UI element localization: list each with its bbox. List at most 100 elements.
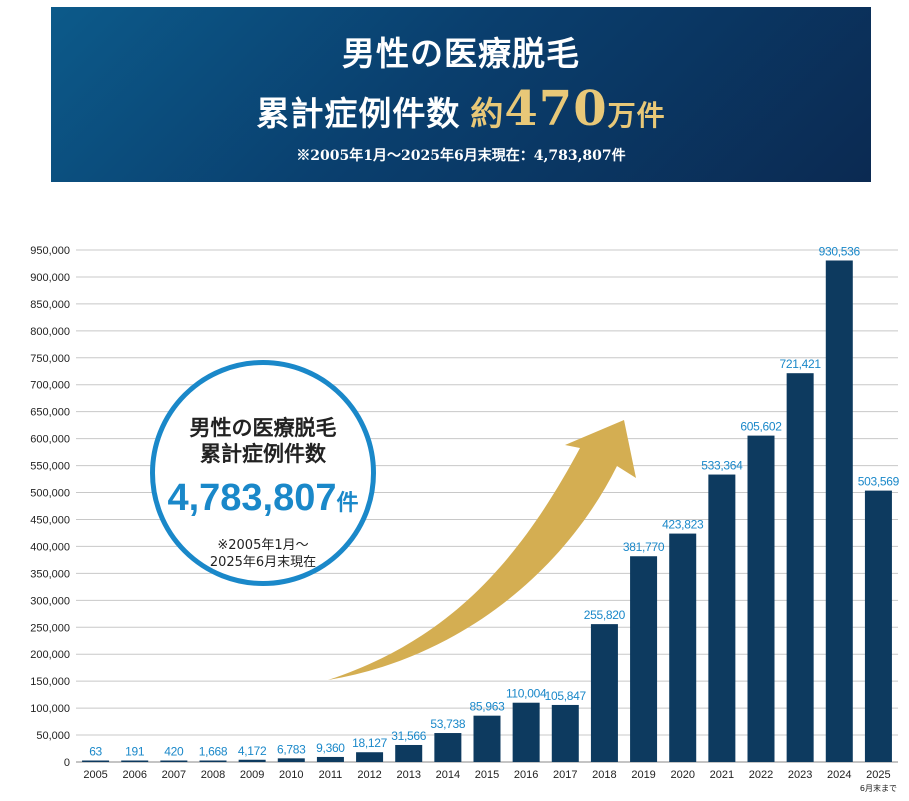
x-tick-label: 2016 bbox=[514, 769, 538, 781]
bar bbox=[82, 760, 110, 762]
circle-total: 4,783,807件 bbox=[155, 477, 371, 520]
bar bbox=[356, 752, 384, 762]
banner-unit: 万件 bbox=[607, 99, 666, 132]
x-tick-label: 2012 bbox=[357, 769, 381, 781]
x-tick-label: 2017 bbox=[553, 769, 577, 781]
x-tick-label: 2008 bbox=[201, 769, 225, 781]
data-label: 6,783 bbox=[277, 742, 306, 756]
y-tick-label: 800,000 bbox=[30, 326, 70, 338]
data-label: 381,770 bbox=[623, 540, 665, 554]
y-tick-label: 500,000 bbox=[30, 488, 70, 500]
bar bbox=[708, 474, 736, 762]
bar bbox=[121, 760, 149, 762]
bar bbox=[434, 733, 462, 762]
x-tick-label: 2009 bbox=[240, 769, 264, 781]
bar bbox=[512, 702, 540, 762]
circle-title: 男性の医療脱毛 累計症例件数 bbox=[155, 415, 371, 467]
bar bbox=[316, 756, 344, 762]
x-tick-label: 2006 bbox=[122, 769, 146, 781]
bar bbox=[864, 490, 892, 762]
y-tick-label: 750,000 bbox=[30, 353, 70, 365]
y-tick-label: 250,000 bbox=[30, 622, 70, 634]
x-tick-label: 2013 bbox=[396, 769, 420, 781]
x-tick-label: 2022 bbox=[749, 769, 773, 781]
y-tick-label: 950,000 bbox=[30, 245, 70, 257]
x-tick-label: 2005 bbox=[83, 769, 107, 781]
bar bbox=[747, 435, 775, 762]
data-label: 18,127 bbox=[352, 736, 388, 750]
x-tick-label: 2011 bbox=[319, 769, 343, 781]
data-label: 605,602 bbox=[740, 420, 782, 434]
data-label: 930,536 bbox=[819, 244, 861, 258]
x-tick-label: 2024 bbox=[827, 769, 851, 781]
bar bbox=[473, 715, 501, 762]
data-label: 255,820 bbox=[584, 608, 626, 622]
y-tick-label: 150,000 bbox=[30, 676, 70, 688]
x-tick-label: 2010 bbox=[279, 769, 303, 781]
bar bbox=[277, 758, 305, 762]
y-tick-label: 0 bbox=[64, 757, 70, 769]
total-circle: 男性の医療脱毛 累計症例件数 4,783,807件 ※2005年1月～ 2025… bbox=[150, 360, 376, 586]
y-tick-label: 200,000 bbox=[30, 649, 70, 661]
data-label: 63 bbox=[89, 745, 102, 759]
banner-note: ※2005年1月～2025年6月末現在：4,783,807件 bbox=[296, 148, 626, 164]
y-tick-label: 700,000 bbox=[30, 380, 70, 392]
circle-note-line2: 2025年6月末現在 bbox=[209, 555, 317, 570]
bar bbox=[630, 556, 658, 762]
bar bbox=[590, 624, 618, 762]
x-tick-label: 2014 bbox=[436, 769, 460, 781]
circle-note: ※2005年1月～ 2025年6月末現在 bbox=[155, 537, 371, 571]
y-tick-label: 300,000 bbox=[30, 595, 70, 607]
y-tick-label: 100,000 bbox=[30, 703, 70, 715]
y-tick-label: 600,000 bbox=[30, 434, 70, 446]
bar bbox=[669, 533, 697, 762]
data-label: 4,172 bbox=[238, 744, 267, 758]
y-tick-label: 350,000 bbox=[30, 568, 70, 580]
data-label: 85,963 bbox=[470, 700, 506, 714]
y-tick-label: 650,000 bbox=[30, 407, 70, 419]
x-tick-label: 2021 bbox=[710, 769, 734, 781]
data-label: 53,738 bbox=[430, 717, 466, 731]
x-tick-label: 2020 bbox=[670, 769, 694, 781]
x-tick-note: 6月末まで bbox=[860, 783, 897, 793]
data-label: 31,566 bbox=[391, 729, 427, 743]
y-tick-label: 400,000 bbox=[30, 541, 70, 553]
x-tick-label: 2025 bbox=[866, 769, 890, 781]
bar bbox=[199, 760, 227, 762]
banner-title-line2: 累計症例件数 約470万件 bbox=[51, 81, 871, 137]
bar bbox=[160, 760, 188, 762]
bar bbox=[551, 704, 579, 762]
x-tick-label: 2019 bbox=[631, 769, 655, 781]
circle-title-line2: 累計症例件数 bbox=[200, 442, 326, 466]
title-banner: 男性の医療脱毛 累計症例件数 約470万件 ※2005年1月～2025年6月末現在… bbox=[51, 7, 871, 182]
x-tick-label: 2015 bbox=[475, 769, 499, 781]
data-label: 1,668 bbox=[199, 745, 228, 759]
x-tick-label: 2018 bbox=[592, 769, 616, 781]
data-label: 191 bbox=[125, 745, 145, 759]
y-tick-label: 50,000 bbox=[36, 730, 70, 742]
data-label: 503,569 bbox=[858, 475, 900, 489]
banner-title-line1: 男性の医療脱毛 bbox=[342, 34, 580, 73]
data-label: 533,364 bbox=[701, 459, 743, 473]
y-tick-label: 550,000 bbox=[30, 461, 70, 473]
y-tick-label: 850,000 bbox=[30, 299, 70, 311]
bar bbox=[825, 260, 853, 762]
data-label: 9,360 bbox=[316, 741, 345, 755]
data-label: 423,823 bbox=[662, 518, 704, 532]
y-tick-label: 900,000 bbox=[30, 272, 70, 284]
bar bbox=[395, 744, 423, 762]
circle-total-unit: 件 bbox=[336, 490, 359, 515]
bar bbox=[238, 759, 266, 762]
circle-title-line1: 男性の医療脱毛 bbox=[189, 416, 337, 440]
circle-note-line1: ※2005年1月～ bbox=[217, 538, 309, 553]
data-label: 721,421 bbox=[780, 357, 822, 371]
data-label: 105,847 bbox=[545, 689, 587, 703]
data-label: 110,004 bbox=[506, 687, 547, 701]
bar bbox=[786, 373, 814, 762]
y-tick-label: 450,000 bbox=[30, 514, 70, 526]
growth-arrow bbox=[328, 420, 636, 680]
banner-approx: 約 bbox=[470, 94, 505, 133]
banner-number: 470 bbox=[504, 81, 608, 137]
banner-title-line2-text: 累計症例件数 bbox=[256, 94, 461, 133]
